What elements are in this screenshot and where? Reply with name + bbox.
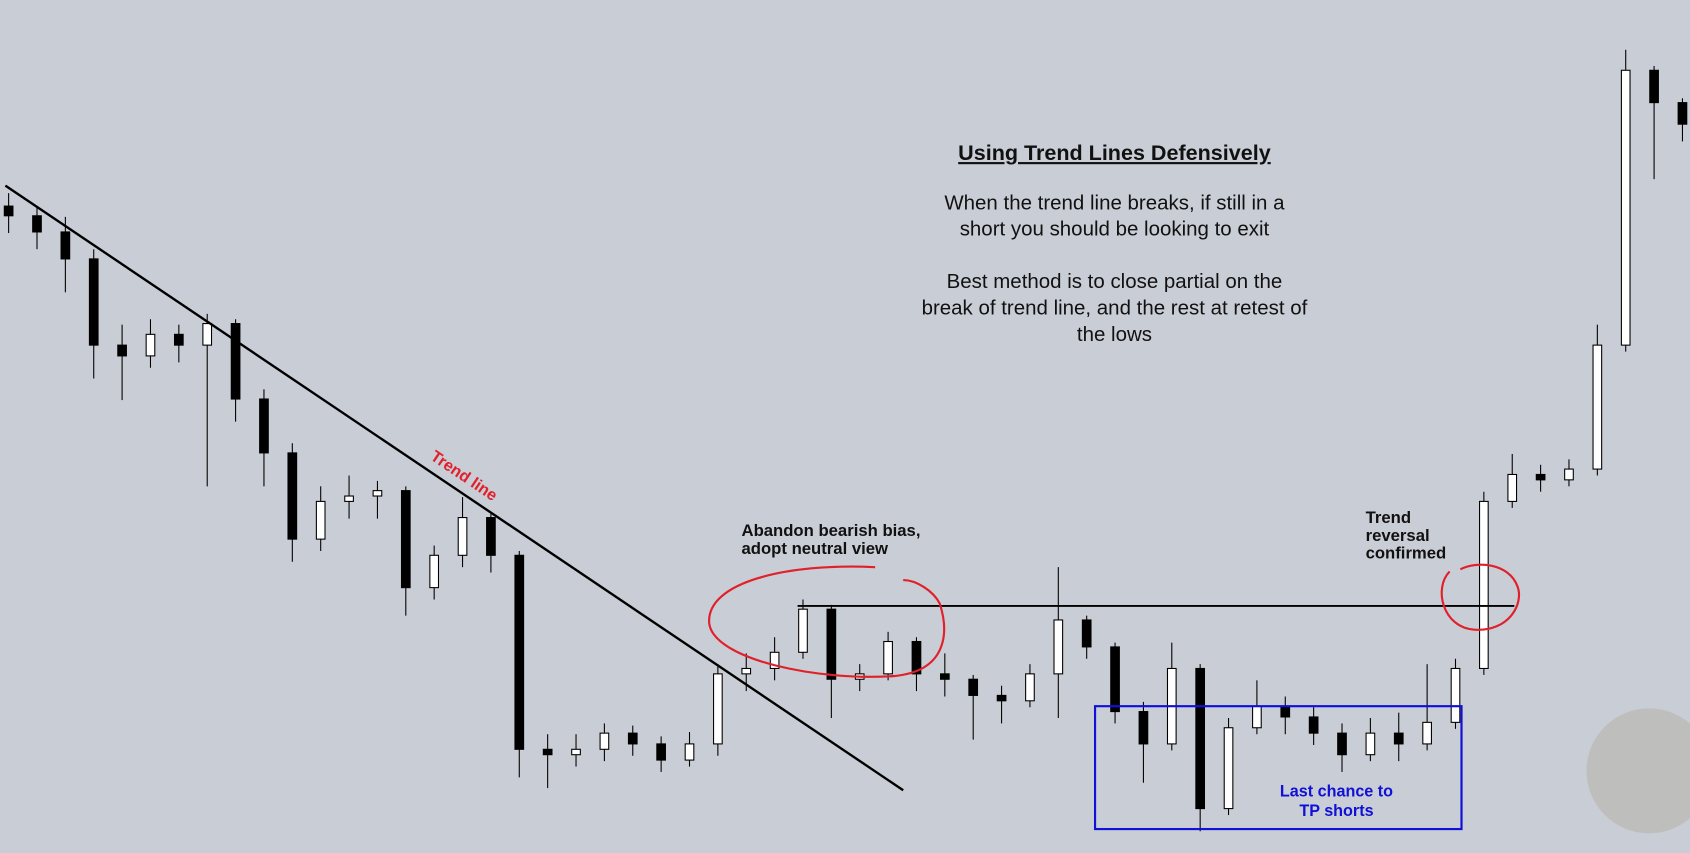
candle-body — [684, 743, 695, 761]
candle-body — [1564, 468, 1574, 481]
candle-body — [400, 490, 411, 589]
candle-body — [1025, 673, 1035, 702]
candle-body — [457, 517, 468, 556]
candle-body — [599, 732, 610, 750]
annotation: confirmed — [1366, 544, 1447, 563]
candle-body — [1252, 705, 1262, 729]
title: Using Trend Lines Defensively — [958, 140, 1271, 165]
candle-body — [344, 495, 354, 502]
candle-body — [1393, 732, 1404, 745]
candle-body — [769, 651, 780, 670]
candle-body — [1365, 732, 1376, 756]
candle-body — [145, 333, 156, 357]
annotation: break of trend line, and the rest at ret… — [922, 296, 1308, 319]
candle-body — [486, 517, 496, 556]
highlight-circle — [708, 565, 946, 678]
candle-body — [1535, 473, 1546, 481]
candle-body — [514, 554, 525, 750]
candle-body — [542, 748, 553, 756]
annotation: adopt neutral view — [742, 539, 890, 558]
highlight-box — [1093, 705, 1463, 831]
candle-body — [1138, 711, 1149, 745]
candle-body — [429, 554, 440, 589]
highlight-circle — [1440, 563, 1520, 631]
candle-body — [88, 258, 99, 346]
trend-line — [4, 184, 904, 792]
candle-body — [939, 673, 950, 680]
candle-body — [1280, 705, 1291, 718]
candle-body — [315, 500, 326, 540]
candle-body — [230, 323, 241, 400]
candle-body — [741, 667, 752, 675]
annotation: Last chance to — [1280, 783, 1393, 801]
candle-body — [911, 640, 922, 675]
candle-body — [1507, 473, 1518, 502]
candle-body — [826, 608, 837, 680]
candle-body — [60, 231, 71, 260]
candle-body — [1195, 667, 1206, 810]
annotation: Abandon bearish bias, — [742, 521, 921, 540]
candle-body — [202, 323, 213, 346]
candle-body — [1422, 721, 1432, 745]
candle-body — [372, 490, 383, 497]
candle-body — [287, 452, 298, 540]
candles — [3, 49, 1688, 832]
candle-body — [1337, 732, 1347, 756]
candle-body — [713, 673, 723, 745]
candle-body — [1592, 344, 1603, 470]
annotation: the lows — [1077, 323, 1152, 346]
candle-body — [968, 678, 979, 696]
candle-body — [1450, 667, 1461, 723]
annotation: TP shorts — [1299, 802, 1373, 820]
candle-body — [798, 608, 808, 653]
candle-body — [173, 333, 184, 346]
candle-body — [996, 694, 1007, 702]
candle-body — [1223, 727, 1234, 810]
candle-body — [883, 640, 893, 675]
candle-body — [1081, 619, 1092, 648]
candle-body — [32, 215, 42, 233]
annotation: short you should be looking to exit — [960, 218, 1270, 241]
candle-body — [1649, 69, 1659, 104]
candle-body — [1308, 716, 1319, 734]
candle-body — [1677, 102, 1688, 125]
candle-body — [3, 205, 14, 217]
candle-body — [656, 743, 666, 761]
annotation: Trend — [1366, 508, 1411, 527]
candle-body — [571, 748, 581, 756]
logo — [1586, 708, 1690, 834]
candle-body — [1053, 619, 1064, 675]
annotation: Best method is to close partial on the — [947, 270, 1283, 293]
candle-body — [1620, 69, 1631, 346]
candle-body — [117, 344, 127, 357]
annotation: reversal — [1366, 526, 1430, 545]
candle-body — [627, 732, 638, 745]
candle-body — [1110, 646, 1120, 713]
candle-body — [1479, 500, 1489, 670]
annotation: When the trend line breaks, if still in … — [944, 191, 1285, 214]
candle-body — [259, 398, 269, 454]
